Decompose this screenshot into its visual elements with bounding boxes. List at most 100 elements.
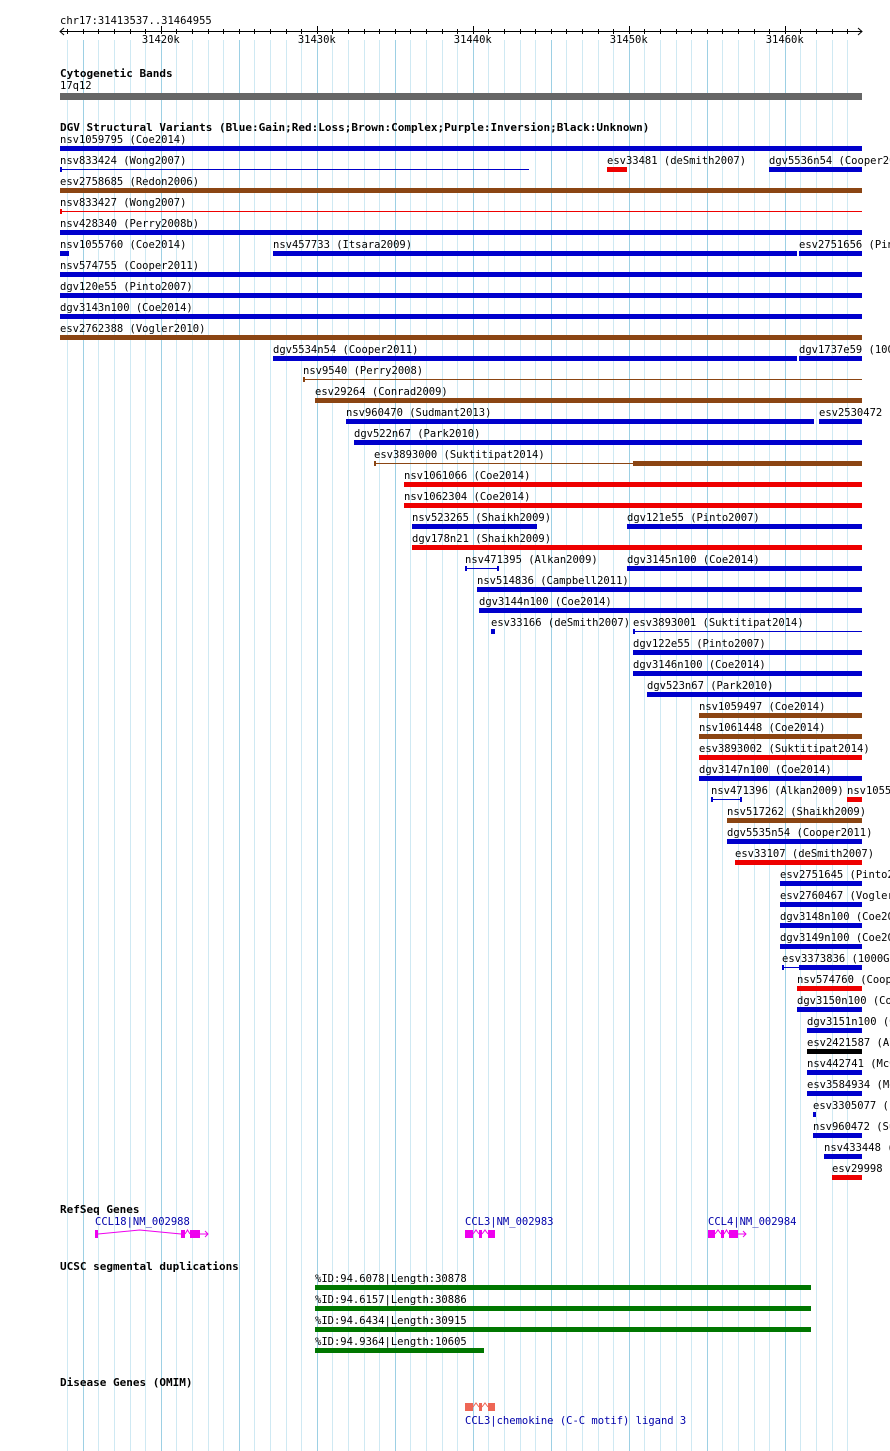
variant-bar[interactable] xyxy=(60,293,862,298)
variant-bar[interactable] xyxy=(807,1028,862,1033)
variant-endcap[interactable] xyxy=(497,566,499,571)
variant-label: esv3893000 (Suktitipat2014) xyxy=(374,449,545,461)
variant-bar[interactable] xyxy=(780,944,862,949)
gene-intron xyxy=(184,1229,191,1235)
gene-exon[interactable] xyxy=(721,1230,724,1238)
variant-bar[interactable] xyxy=(477,587,862,592)
variant-bar[interactable] xyxy=(60,314,862,319)
variant-endcap[interactable] xyxy=(465,566,467,571)
gene-exon[interactable] xyxy=(190,1230,200,1238)
variant-endcap[interactable] xyxy=(740,797,742,802)
variant-bar[interactable] xyxy=(727,839,862,844)
variant-bar[interactable] xyxy=(769,167,862,172)
variant-bar[interactable] xyxy=(780,881,862,886)
variant-thin-line[interactable] xyxy=(633,631,862,632)
variant-bar[interactable] xyxy=(735,860,862,865)
variant-bar[interactable] xyxy=(273,251,797,256)
variant-thin-line[interactable] xyxy=(374,463,633,464)
variant-thin-line[interactable] xyxy=(60,211,862,212)
variant-bar[interactable] xyxy=(354,440,862,445)
variant-bar[interactable] xyxy=(799,251,862,256)
variant-bar[interactable] xyxy=(60,230,862,235)
variant-bar[interactable] xyxy=(273,356,797,361)
variant-thin-line[interactable] xyxy=(711,799,741,800)
gene-exon[interactable] xyxy=(181,1230,185,1238)
segdup-bar[interactable] xyxy=(315,1348,484,1353)
variant-bar[interactable] xyxy=(699,776,862,781)
variant-bar[interactable] xyxy=(491,629,495,634)
variant-bar[interactable] xyxy=(60,251,69,256)
omim-exon[interactable] xyxy=(465,1403,473,1411)
variant-bar[interactable] xyxy=(847,797,862,802)
variant-thin-line[interactable] xyxy=(782,967,799,968)
variant-bar[interactable] xyxy=(60,335,862,340)
variant-endcap[interactable] xyxy=(633,629,635,634)
variant-bar[interactable] xyxy=(315,398,862,403)
variant-bar[interactable] xyxy=(346,419,814,424)
variant-bar[interactable] xyxy=(824,1154,862,1159)
variant-endcap[interactable] xyxy=(782,965,784,970)
gene-exon[interactable] xyxy=(488,1230,495,1238)
variant-bar[interactable] xyxy=(807,1049,862,1054)
variant-bar[interactable] xyxy=(813,1133,862,1138)
gene-exon[interactable] xyxy=(479,1230,482,1238)
variant-bar[interactable] xyxy=(832,1175,862,1180)
variant-bar[interactable] xyxy=(412,524,537,529)
gene-model[interactable] xyxy=(93,1228,212,1240)
variant-endcap[interactable] xyxy=(374,461,376,466)
variant-bar[interactable] xyxy=(699,734,862,739)
variant-label: nsv574760 (Cooper2011) xyxy=(797,974,890,986)
variant-bar[interactable] xyxy=(60,272,862,277)
variant-bar[interactable] xyxy=(607,167,627,172)
variant-endcap[interactable] xyxy=(303,377,305,382)
variant-bar[interactable] xyxy=(797,1007,862,1012)
variant-bar[interactable] xyxy=(799,965,862,970)
omim-gene-model[interactable] xyxy=(465,1401,499,1413)
variant-bar[interactable] xyxy=(633,650,862,655)
gene-exon[interactable] xyxy=(465,1230,473,1238)
variant-bar[interactable] xyxy=(780,902,862,907)
gene-model[interactable] xyxy=(706,1228,755,1240)
variant-thin-line[interactable] xyxy=(303,379,862,380)
variant-bar[interactable] xyxy=(799,356,862,361)
variant-endcap[interactable] xyxy=(60,167,62,172)
gene-exon[interactable] xyxy=(729,1230,738,1238)
segdup-bar[interactable] xyxy=(315,1306,811,1311)
variant-bar[interactable] xyxy=(813,1112,816,1117)
gene-exon[interactable] xyxy=(95,1230,98,1238)
variant-bar[interactable] xyxy=(60,146,862,151)
variant-bar[interactable] xyxy=(797,986,862,991)
variant-endcap[interactable] xyxy=(60,209,62,214)
gene-model[interactable] xyxy=(463,1228,507,1240)
variant-thin-line[interactable] xyxy=(60,169,529,170)
variant-thin-line[interactable] xyxy=(465,568,498,569)
variant-bar[interactable] xyxy=(627,566,862,571)
variant-bar[interactable] xyxy=(627,524,862,529)
variant-bar[interactable] xyxy=(404,503,862,508)
variant-bar[interactable] xyxy=(633,671,862,676)
ruler-left-arrow xyxy=(59,27,65,36)
variant-bar[interactable] xyxy=(699,713,862,718)
variant-bar[interactable] xyxy=(647,692,862,697)
variant-bar[interactable] xyxy=(727,818,862,823)
variant-bar[interactable] xyxy=(479,608,862,613)
variant-bar[interactable] xyxy=(780,923,862,928)
variant-bar[interactable] xyxy=(819,419,862,424)
variant-label: nsv1061448 (Coe2014) xyxy=(699,722,826,734)
segdup-bar[interactable] xyxy=(315,1285,811,1290)
omim-exon[interactable] xyxy=(479,1403,482,1411)
variant-bar[interactable] xyxy=(412,545,862,550)
segdup-bar[interactable] xyxy=(315,1327,811,1332)
variant-bar[interactable] xyxy=(633,461,862,466)
variant-label: nsv9540 (Perry2008) xyxy=(303,365,424,377)
omim-exon[interactable] xyxy=(488,1403,495,1411)
variant-bar[interactable] xyxy=(699,755,862,760)
variant-bar[interactable] xyxy=(404,482,862,487)
cytoband-bar[interactable] xyxy=(60,93,862,100)
gene-exon[interactable] xyxy=(708,1230,715,1238)
variant-endcap[interactable] xyxy=(711,797,713,802)
variant-bar[interactable] xyxy=(60,188,862,193)
variant-bar[interactable] xyxy=(807,1070,862,1075)
variant-bar[interactable] xyxy=(807,1091,862,1096)
